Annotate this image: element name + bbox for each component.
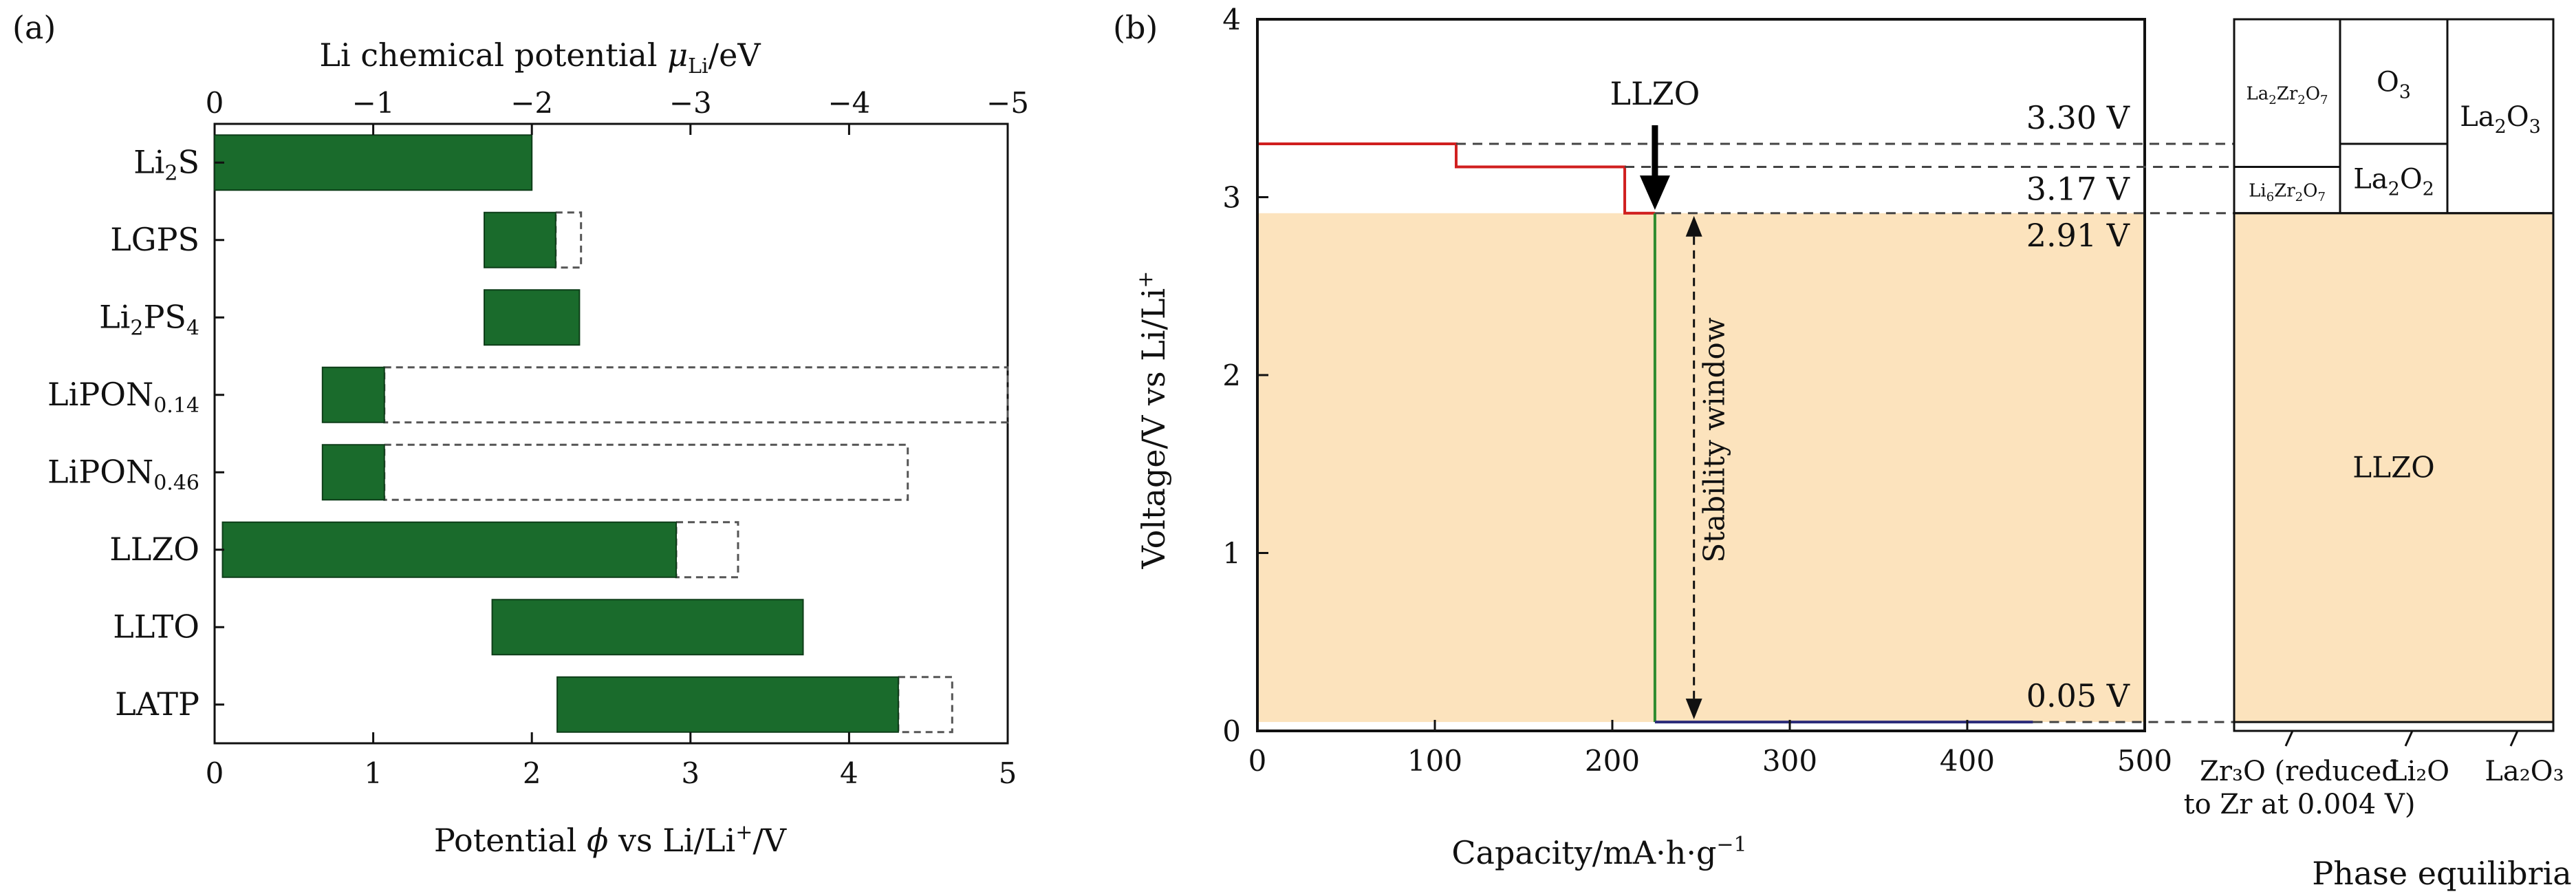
top-axis-label: Li chemical potential μLi/eV xyxy=(319,36,761,78)
x-tick-label: 200 xyxy=(1585,744,1640,778)
category-label: Li2S xyxy=(133,143,199,185)
top-tick-label: −5 xyxy=(986,86,1029,120)
panel-a: (a) Li chemical potential μLi/eV Li2S LGP… xyxy=(12,9,1029,859)
category-label: LiPON0.46 xyxy=(47,453,199,495)
panel-a-plot-area: Li2S LGPS Li2PS4 LiPON0.14 LiPON0.46 LLZO LLTO… xyxy=(47,86,1029,790)
phase-label: Li6Zr2O7 xyxy=(2249,180,2326,204)
stability-window-label: Stability window xyxy=(1698,317,1731,562)
bar-LATP xyxy=(556,676,899,733)
phase-bottom-label: La₂O₃ xyxy=(2485,756,2564,787)
phase-bottom-label: Li₂O xyxy=(2389,756,2449,787)
panel-b: (b) 0 100 200 300 400 500 0 1 2 3 4 3.30 V 3.17 V 2.9… xyxy=(1113,3,2572,892)
voltage-curve-0 xyxy=(1257,142,1655,215)
x-tick-label: 300 xyxy=(1762,744,1817,778)
x-tick-label: 400 xyxy=(1940,744,1995,778)
category-label: LGPS xyxy=(110,221,199,258)
y-tick-label: 1 xyxy=(1222,537,1241,571)
phase-bottom-label-line2: to Zr at 0.004 V) xyxy=(2184,789,2416,820)
top-tick-label: −1 xyxy=(352,86,395,120)
bar-LiPON0.14 xyxy=(321,366,385,423)
stability-arrow-head-top xyxy=(1685,215,1702,237)
phase-frame xyxy=(2233,18,2555,732)
y-tick-label: 4 xyxy=(1222,3,1241,36)
bar-LLTO xyxy=(491,599,804,656)
x-tick-label: 0 xyxy=(206,756,224,790)
capacity-axis-label: Capacity/mA·h·g−1 xyxy=(1451,833,1746,871)
voltage-label: 2.91 V xyxy=(2026,217,2130,254)
top-tick-label: −4 xyxy=(827,86,870,120)
x-tick-label: 3 xyxy=(681,756,700,790)
phase-tick xyxy=(2509,730,2519,747)
x-tick-label: 4 xyxy=(840,756,858,790)
x-tick-label: 5 xyxy=(999,756,1017,790)
category-label: LATP xyxy=(115,685,199,723)
stability-arrow-head-bottom xyxy=(1685,699,1702,720)
llzo-arrow-head xyxy=(1639,175,1670,210)
x-tick-label: 100 xyxy=(1407,744,1462,778)
y-tick-label: 0 xyxy=(1222,714,1241,748)
llzo-arrow-label: LLZO xyxy=(1610,75,1700,112)
voltage-label: 3.30 V xyxy=(2026,99,2130,136)
x-tick-label: 0 xyxy=(1248,744,1267,778)
panel-a-frame xyxy=(213,123,1009,745)
x-tick-label: 2 xyxy=(523,756,541,790)
y-axis-label: Voltage/V vs Li/Li+ xyxy=(1134,271,1172,570)
x-tick-label: 1 xyxy=(364,756,382,790)
top-tick-label: 0 xyxy=(206,86,224,120)
phase-equilibria-diagram: Li6Zr2O7 La2Zr2O7 La2O2 O3 La2O3 LLZO Zr₃O (re… xyxy=(2184,18,2564,820)
phase-equilibria-title: Phase equilibria xyxy=(2312,855,2571,892)
panel-b-plot-area: 0 100 200 300 400 500 0 1 2 3 4 3.30 V 3.17 V 2.91 V 0… xyxy=(1222,3,2234,778)
phase-label: La2O2 xyxy=(2353,163,2434,200)
stability-region xyxy=(1257,213,2145,723)
top-tick-label: −2 xyxy=(510,86,553,120)
y-tick-label: 3 xyxy=(1222,181,1241,215)
phase-bottom-label: Zr₃O (reduced xyxy=(2200,756,2399,787)
category-label: LLTO xyxy=(113,608,199,645)
panel-a-label: (a) xyxy=(12,9,56,46)
y-tick-label: 2 xyxy=(1222,359,1241,392)
category-label: LiPON0.14 xyxy=(47,376,199,418)
x-tick-label: 500 xyxy=(2117,744,2172,778)
category-label: Li2PS4 xyxy=(99,298,199,340)
bar-LiPON0.46 xyxy=(321,444,385,501)
x-axis-label: Potential ϕ vs Li/Li+/V xyxy=(434,820,787,859)
bar-Li2PS4 xyxy=(484,289,581,346)
top-tick-label: −3 xyxy=(669,86,712,120)
phase-tick xyxy=(2404,730,2414,747)
bar-LGPS xyxy=(484,211,556,268)
phase-label: La2Zr2O7 xyxy=(2247,83,2328,107)
voltage-label: 3.17 V xyxy=(2026,171,2130,208)
phase-llzo-region xyxy=(2234,213,2553,723)
bar-LLZO xyxy=(221,521,678,578)
phase-label: O3 xyxy=(2377,66,2411,103)
phase-tick xyxy=(2284,730,2294,747)
bar-Li2S xyxy=(214,134,533,191)
category-label: LLZO xyxy=(109,531,199,568)
phase-llzo-label: LLZO xyxy=(2352,450,2434,484)
phase-label: La2O3 xyxy=(2460,101,2541,138)
voltage-label: 0.05 V xyxy=(2026,677,2130,714)
panel-b-label: (b) xyxy=(1113,9,1158,46)
